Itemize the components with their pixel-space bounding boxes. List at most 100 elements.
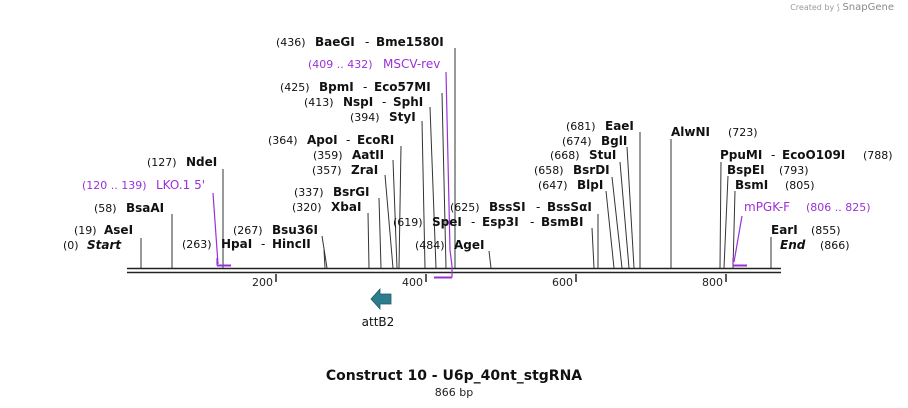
site-dash-baegi: - xyxy=(365,35,369,49)
site-label-stui[interactable]: (668) StuI xyxy=(550,148,616,162)
primer-name-lko: LKO.1 5' xyxy=(156,178,205,192)
site-label-bpmi[interactable]: (425) BpmI - Eco57MI xyxy=(280,80,431,94)
site-dash-spei: - xyxy=(471,215,475,229)
site-name-bspei: BspEI xyxy=(727,163,765,177)
site-label-styi[interactable]: (394) StyI xyxy=(350,110,416,124)
site-pos-alwni: (723) xyxy=(728,126,758,139)
credit-brand: SnapGene xyxy=(842,2,894,13)
site-pos-apoi: (364) xyxy=(268,134,298,147)
site-label-nspi[interactable]: (413) NspI - SphI xyxy=(304,95,423,109)
site-pos-xbai: (320) xyxy=(292,201,322,214)
cut-line-bgli xyxy=(626,146,635,269)
site-label-bgli[interactable]: (674) BglI xyxy=(562,134,627,148)
site-pos-bsrgi: (337) xyxy=(294,186,324,199)
site-label-baegi[interactable]: (436) BaeGI - Bme1580I xyxy=(276,35,444,49)
site-label-agei[interactable]: (484) AgeI xyxy=(415,238,484,252)
site-label-bsrdi[interactable]: (658) BsrDI xyxy=(534,163,610,177)
site-label-asei[interactable]: (19) AseI xyxy=(74,223,133,237)
site-name-bsmi: BsmI xyxy=(735,178,768,192)
site-name-bsrdi: BsrDI xyxy=(573,163,610,177)
cut-line-spei xyxy=(591,227,595,269)
primer-range-mscv: (409 .. 432) xyxy=(308,58,373,71)
primer-marks xyxy=(212,71,747,279)
site-label-spei[interactable]: (619) SpeI - Esp3I - BsmBI xyxy=(393,215,583,229)
primer-label-lko[interactable]: (120 .. 139) LKO.1 5' xyxy=(82,178,205,192)
tick-label-200: 200 xyxy=(252,276,273,289)
site-pos-bspei: (793) xyxy=(779,164,809,177)
primer-range-lko: (120 .. 139) xyxy=(82,179,147,192)
site-name-blpi: BlpI xyxy=(577,178,603,192)
snapgene-credit: Created by ⟆ SnapGene xyxy=(790,2,894,13)
credit-prefix: Created by xyxy=(790,3,835,12)
site-pos-bsu36i: (267) xyxy=(233,224,263,237)
site-name-bssai: BssSαI xyxy=(547,200,592,214)
cut-line-nspi xyxy=(429,106,437,269)
site-label-bsmi[interactable]: BsmI (805) xyxy=(735,178,815,192)
primer-range-mpgk: (806 .. 825) xyxy=(806,201,871,214)
site-dash-ppumi: - xyxy=(771,148,775,162)
snapgene-logo-icon: ⟆ xyxy=(836,3,840,12)
cut-line-bsmi xyxy=(732,190,736,269)
site-label-bsssi[interactable]: (625) BssSI - BssSαI xyxy=(450,200,592,214)
attb2-feature-arrow[interactable] xyxy=(370,287,392,311)
site-name-hincii: HincII xyxy=(272,237,311,251)
site-label-bsrgi[interactable]: (337) BsrGI xyxy=(294,185,370,199)
primer-connector-mscv xyxy=(445,71,453,267)
site-label-bsu36i[interactable]: (267) Bsu36I xyxy=(233,223,318,237)
tick-label-800: 800 xyxy=(702,276,723,289)
site-name-bpmi: BpmI xyxy=(319,80,354,94)
site-name-eari: EarI xyxy=(771,223,798,237)
site-name-zrai: ZraI xyxy=(351,163,378,177)
site-label-blpi[interactable]: (647) BlpI xyxy=(538,178,603,192)
site-pos-bsaai: (58) xyxy=(94,202,117,215)
cut-line-zrai xyxy=(384,174,394,269)
site-name-apoi: ApoI xyxy=(307,133,338,147)
site-pos-end: (866) xyxy=(820,239,850,252)
site-name-alwni: AlwNI xyxy=(671,125,710,139)
map-title: Construct 10 - U6p_40nt_stgRNA xyxy=(325,368,583,384)
site-label-aatii[interactable]: (359) AatII xyxy=(313,148,384,162)
site-label-ppumi[interactable]: PpuMI - EcoO109I (788) xyxy=(720,148,893,162)
site-label-zrai[interactable]: (357) ZraI xyxy=(312,163,378,177)
site-label-start[interactable]: (0) Start xyxy=(63,238,122,252)
site-pos-aatii: (359) xyxy=(313,149,343,162)
cut-line-aatii xyxy=(392,159,398,269)
cut-line-bpmi xyxy=(441,92,447,269)
sequence-length: 866 bp xyxy=(434,386,474,399)
site-name-aatii: AatII xyxy=(352,148,384,162)
site-name-bsssi: BssSI xyxy=(489,200,526,214)
site-label-end[interactable]: End (866) xyxy=(780,238,850,252)
site-pos-bpmi: (425) xyxy=(280,81,310,94)
tick-label-600: 600 xyxy=(552,276,573,289)
site-pos-eaei: (681) xyxy=(566,120,596,133)
primer-name-mscv: MSCV-rev xyxy=(383,57,440,71)
cut-line-bsrgi xyxy=(378,197,382,269)
site-pos-stui: (668) xyxy=(550,149,580,162)
site-dash-esp3i: - xyxy=(530,215,534,229)
site-name-asei: AseI xyxy=(104,223,133,237)
site-name-bgli: BglI xyxy=(601,134,627,148)
site-pos-zrai: (357) xyxy=(312,164,342,177)
site-label-eaei[interactable]: (681) EaeI xyxy=(566,119,634,133)
site-label-eari[interactable]: EarI (855) xyxy=(771,223,841,237)
site-label-xbai[interactable]: (320) XbaI xyxy=(292,200,361,214)
site-name-end: End xyxy=(780,238,806,252)
site-name-agei: AgeI xyxy=(454,238,484,252)
site-name-bsmbi: BsmBI xyxy=(541,215,583,229)
site-label-apoi[interactable]: (364) ApoI - EcoRI xyxy=(268,133,394,147)
cut-line-agei xyxy=(488,250,492,269)
site-label-bspei[interactable]: BspEI (793) xyxy=(727,163,809,177)
site-label-hpai[interactable]: (263) HpaI - HincII xyxy=(182,237,311,251)
site-name-start: Start xyxy=(87,238,122,252)
site-label-bsaai[interactable]: (58) BsaAI xyxy=(94,201,164,215)
site-pos-styi: (394) xyxy=(350,111,380,124)
site-label-alwni[interactable]: AlwNI (723) xyxy=(671,125,758,139)
site-label-ndei[interactable]: (127) NdeI xyxy=(147,155,217,169)
site-name-xbai: XbaI xyxy=(331,200,361,214)
primer-connector-mpgk xyxy=(733,215,743,263)
site-dash-bsssi: - xyxy=(536,200,540,214)
site-name-baegi: BaeGI xyxy=(315,35,355,49)
cut-line-hpai xyxy=(323,249,326,269)
primer-label-mpgk[interactable]: mPGK-F (806 .. 825) xyxy=(744,200,871,214)
primer-label-mscv[interactable]: (409 .. 432) MSCV-rev xyxy=(308,57,440,71)
